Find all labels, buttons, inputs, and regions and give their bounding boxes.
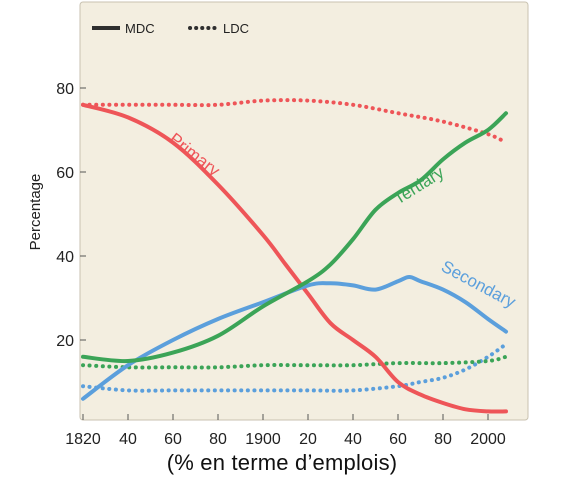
x-tick-label-3: 80 [209,431,227,448]
chart-figure: MDC LDC 20 40 60 80 1820 40 60 80 1900 20 40 60 80 2… [27,1,529,448]
legend: MDC LDC [92,21,249,36]
series-line-ldc-primary [81,98,508,145]
series-layer [81,98,508,414]
y-tick-label-20: 20 [56,333,74,350]
y-tick-label-40: 40 [56,249,74,266]
x-tick-label-5: 20 [299,431,317,448]
legend-mdc-label: MDC [125,21,155,36]
series-line-ldc-secondary [81,342,508,393]
legend-ldc-label: LDC [223,21,249,36]
y-axis: 20 40 60 80 [56,81,86,350]
chart-caption: (% en terme d’emplois) [166,450,398,475]
y-axis-title: Percentage [27,174,44,251]
plot-background [79,1,529,421]
x-tick-label-7: 60 [389,431,407,448]
y-tick-label-60: 60 [56,165,74,182]
series-line-mdc-secondary [81,275,508,401]
series-line-mdc-tertiary [81,111,508,364]
series-line-ldc-tertiary [81,354,508,370]
x-tick-label-9: 2000 [470,431,506,448]
y-tick-label-80: 80 [56,81,74,98]
x-axis: 1820 40 60 80 1900 20 40 60 80 2000 [65,414,506,448]
x-tick-label-1: 40 [119,431,137,448]
x-tick-label-4: 1900 [245,431,281,448]
x-tick-label-0: 1820 [65,431,101,448]
x-tick-label-2: 60 [164,431,182,448]
x-tick-label-6: 40 [344,431,362,448]
x-tick-label-8: 80 [434,431,452,448]
series-line-mdc-primary [81,102,508,414]
